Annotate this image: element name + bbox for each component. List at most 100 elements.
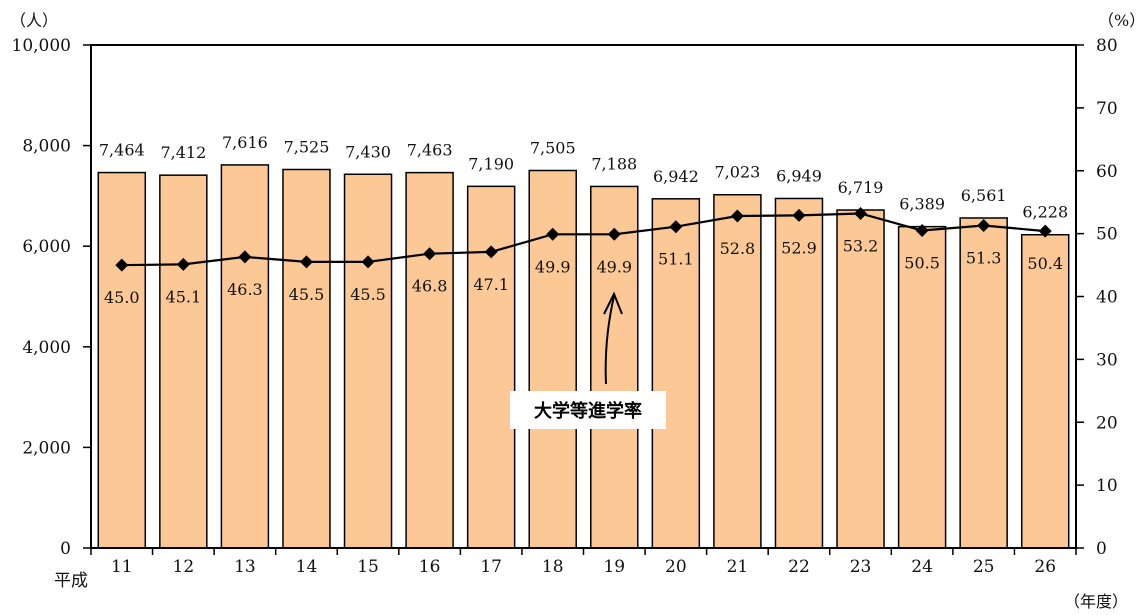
x-tick-label: 15	[357, 557, 379, 577]
bar	[159, 174, 208, 549]
line-value-labels: 45.0 45.1 46.3 45.5 45.5 46.8 47.1 49.9 49.9 51.1…	[104, 237, 1063, 308]
line-value-label: 45.0	[104, 288, 140, 307]
bar-value-label: 6,389	[899, 195, 945, 214]
left-axis-unit: （人）	[10, 11, 58, 30]
line-point	[607, 227, 621, 241]
x-tick-label: 21	[727, 557, 749, 577]
bar	[1020, 233, 1070, 549]
bar-value-label: 6,942	[653, 167, 699, 186]
line-value-label: 53.2	[843, 237, 879, 256]
right-axis-unit: （%）	[1098, 11, 1145, 30]
x-tick-label: 25	[973, 557, 995, 577]
left-axis-ticks: 0 2,000 4,000 6,000 8,000 10,000	[12, 36, 91, 559]
line-point	[115, 258, 129, 272]
right-tick-label: 70	[1096, 99, 1118, 119]
bar-value-label: 6,561	[961, 186, 1007, 205]
line-value-label: 46.3	[227, 280, 263, 299]
line-series	[115, 207, 1052, 272]
left-tick-label: 6,000	[22, 237, 71, 257]
line-point	[299, 255, 313, 269]
bar	[897, 225, 947, 549]
line-value-label: 52.8	[720, 239, 756, 258]
line-value-label: 45.5	[350, 285, 386, 304]
bar-value-label: 6,228	[1022, 203, 1068, 222]
line-path	[121, 212, 1046, 267]
bar-value-label: 7,525	[284, 137, 330, 156]
bar	[220, 164, 270, 549]
bar-value-label: 7,505	[530, 138, 576, 157]
line-point	[792, 208, 806, 222]
line-point	[669, 220, 683, 234]
bar-value-label: 7,190	[468, 154, 514, 173]
era-prefix-label: 平成	[54, 571, 88, 591]
line-value-label: 51.3	[966, 248, 1002, 267]
right-tick-label: 10	[1096, 476, 1118, 496]
x-tick-label: 18	[542, 557, 564, 577]
x-tick-label: 22	[788, 557, 810, 577]
x-axis-ticks: 11 12 13 14 15 16 17 18 19 20 21 22 23 24 25 26	[90, 548, 1077, 577]
line-value-label: 50.4	[1027, 254, 1063, 273]
x-axis-unit: （年度）	[1064, 592, 1128, 611]
callout-arrow	[604, 295, 615, 385]
line-point	[484, 245, 498, 259]
bar	[774, 197, 824, 549]
bar	[282, 168, 331, 549]
x-tick-label: 19	[603, 557, 625, 577]
bar	[959, 217, 1008, 549]
left-tick-label: 8,000	[22, 137, 71, 157]
line-value-label: 49.9	[596, 257, 632, 276]
x-tick-label: 16	[419, 557, 441, 577]
bar-value-label: 7,430	[345, 142, 391, 161]
line-value-label: 45.1	[166, 287, 202, 306]
x-tick-label: 26	[1034, 557, 1056, 577]
line-value-label: 46.8	[412, 277, 448, 296]
x-tick-label: 11	[111, 557, 133, 577]
bar	[405, 171, 454, 549]
right-tick-label: 30	[1096, 350, 1118, 370]
bar-value-label: 7,616	[222, 133, 268, 152]
bar-value-labels: 7,464 7,412 7,616 7,525 7,430 7,463 7,190 7,505…	[99, 133, 1068, 222]
line-value-label: 51.1	[658, 250, 694, 269]
line-point	[361, 255, 375, 269]
right-tick-label: 50	[1096, 225, 1118, 245]
bar	[713, 193, 762, 549]
x-tick-label: 23	[850, 557, 872, 577]
line-point	[854, 207, 868, 221]
bar	[466, 185, 516, 549]
bar-value-label: 7,023	[715, 163, 761, 182]
x-tick-label: 13	[234, 557, 256, 577]
right-tick-label: 40	[1096, 288, 1118, 308]
line-point	[546, 227, 560, 241]
bar-value-label: 7,188	[591, 154, 637, 173]
right-tick-label: 60	[1096, 162, 1118, 182]
bar-value-label: 7,463	[407, 141, 453, 160]
line-value-label: 52.9	[781, 238, 817, 257]
x-tick-label: 14	[296, 557, 318, 577]
right-tick-label: 80	[1096, 36, 1118, 56]
x-tick-label: 20	[665, 557, 687, 577]
line-point	[238, 250, 252, 264]
callout-text: 大学等進学率	[534, 400, 642, 422]
right-axis-ticks: 0 10 20 30 40 50 60 70 80	[1076, 36, 1118, 559]
line-callout: 大学等進学率	[510, 291, 666, 429]
line-value-label: 49.9	[535, 257, 571, 276]
x-tick-label: 12	[173, 557, 195, 577]
bar-value-label: 6,719	[838, 178, 884, 197]
left-tick-label: 0	[60, 539, 71, 559]
bar	[590, 185, 639, 549]
x-tick-label: 24	[911, 557, 933, 577]
line-point	[915, 223, 929, 237]
line-point	[730, 209, 744, 223]
bar-value-label: 6,949	[776, 166, 822, 185]
x-tick-label: 17	[480, 557, 502, 577]
left-tick-label: 2,000	[22, 438, 71, 458]
bar	[97, 171, 147, 549]
bar-value-label: 7,464	[99, 141, 145, 160]
line-point	[423, 247, 437, 261]
line-value-label: 50.5	[904, 253, 940, 272]
line-value-label: 45.5	[289, 285, 325, 304]
left-tick-label: 10,000	[12, 36, 71, 56]
bar-value-label: 7,412	[160, 143, 206, 162]
callout-box	[510, 391, 666, 429]
